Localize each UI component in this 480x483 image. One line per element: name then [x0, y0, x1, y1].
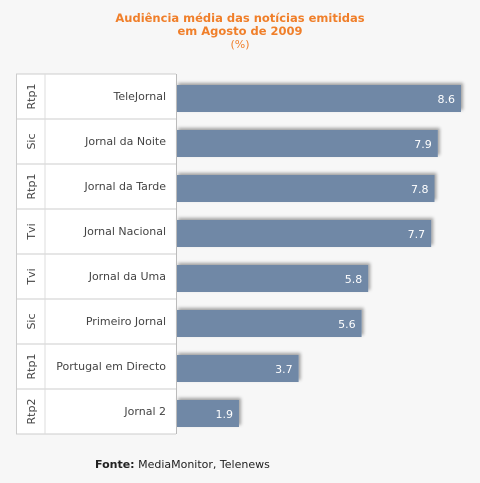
- channel-label: Tvi: [25, 223, 38, 240]
- bar: [176, 130, 438, 157]
- bar: [176, 220, 432, 247]
- bar: [176, 400, 239, 427]
- program-label: Jornal 2: [123, 405, 166, 418]
- source-note: Fonte: MediaMonitor, Telenews: [95, 458, 270, 471]
- bar: [176, 265, 369, 292]
- bar: [176, 355, 299, 382]
- program-label: Jornal da Tarde: [83, 180, 166, 193]
- program-label: Jornal da Noite: [84, 135, 166, 148]
- chart-unit: (%): [230, 38, 250, 51]
- bar-value-label: 7.9: [414, 138, 432, 151]
- program-label: Primeiro Jornal: [86, 315, 166, 328]
- channel-label: Rtp2: [25, 399, 38, 425]
- bar-value-label: 1.9: [215, 408, 233, 421]
- program-label: TeleJornal: [112, 90, 166, 103]
- source-label: Fonte:: [95, 458, 135, 471]
- chart-title-line1: Audiência média das notícias emitidas: [115, 11, 365, 25]
- bar-value-label: 7.8: [411, 183, 429, 196]
- program-label: Jornal Nacional: [83, 225, 166, 238]
- bar-value-label: 8.6: [438, 93, 456, 106]
- channel-label: Rtp1: [25, 174, 38, 200]
- bar-value-label: 5.6: [338, 318, 356, 331]
- program-label: Portugal em Directo: [56, 360, 166, 373]
- bar-value-label: 5.8: [345, 273, 363, 286]
- bar-value-label: 3.7: [275, 363, 293, 376]
- channel-label: Sic: [25, 133, 38, 149]
- bar: [176, 175, 435, 202]
- channel-label: Sic: [25, 313, 38, 329]
- channel-label: Tvi: [25, 268, 38, 285]
- program-label: Jornal da Uma: [88, 270, 166, 283]
- channel-label: Rtp1: [25, 84, 38, 110]
- source-text: MediaMonitor, Telenews: [134, 458, 270, 471]
- chart-title: Audiência média das notícias emitidas em…: [0, 11, 480, 52]
- bar-value-label: 7.7: [408, 228, 426, 241]
- channel-label: Rtp1: [25, 354, 38, 380]
- bar: [176, 85, 461, 112]
- bar: [176, 310, 362, 337]
- chart-title-line2: em Agosto de 2009: [177, 24, 303, 38]
